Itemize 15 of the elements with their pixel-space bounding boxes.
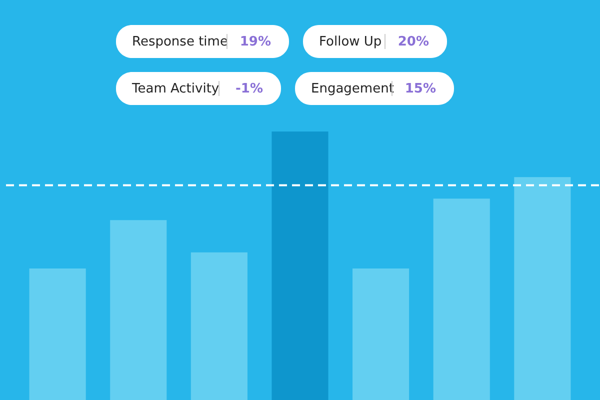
bar bbox=[272, 132, 328, 400]
text: Follow Up bbox=[319, 34, 382, 50]
text: -1% bbox=[236, 82, 263, 96]
bar bbox=[110, 220, 167, 400]
text: 19% bbox=[240, 34, 271, 50]
bar bbox=[190, 252, 248, 400]
text: 15% bbox=[404, 82, 436, 96]
text: 20% bbox=[398, 34, 429, 50]
bar bbox=[352, 268, 410, 400]
bar bbox=[514, 177, 571, 400]
text: Engagement bbox=[311, 82, 394, 96]
bar bbox=[433, 198, 490, 400]
text: Response time bbox=[132, 34, 228, 50]
text: Team Activity bbox=[131, 82, 220, 96]
bar bbox=[29, 268, 86, 400]
